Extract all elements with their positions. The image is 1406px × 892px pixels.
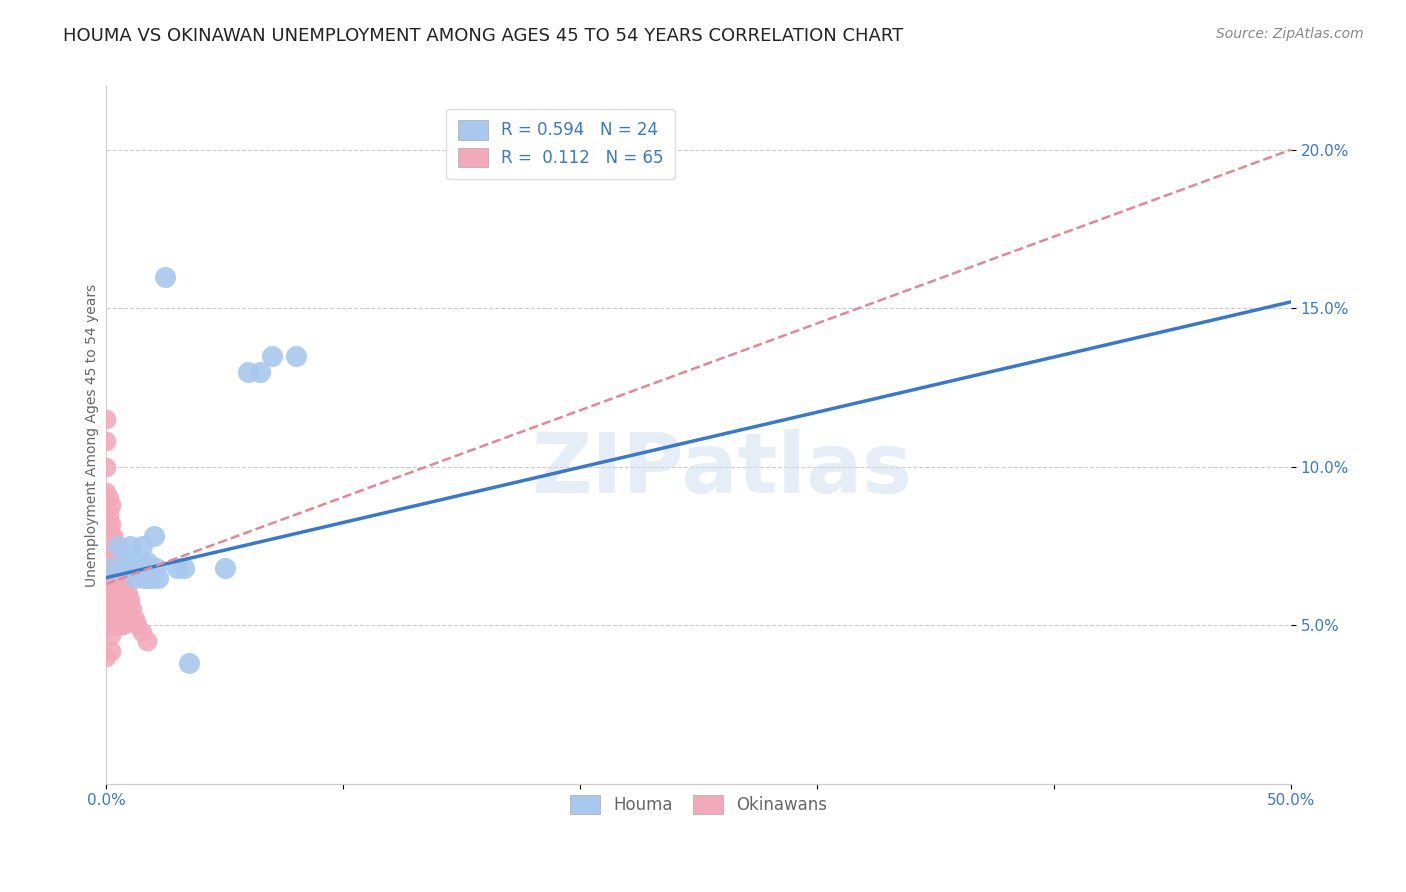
Point xyxy=(96,602,118,616)
Point xyxy=(97,571,120,585)
Point xyxy=(96,508,118,522)
Point xyxy=(238,365,260,379)
Point xyxy=(100,612,122,626)
Point xyxy=(96,529,118,543)
Point xyxy=(96,459,118,474)
Point xyxy=(100,561,122,575)
Point xyxy=(104,586,127,600)
Point xyxy=(111,618,134,632)
Point xyxy=(214,561,236,575)
Y-axis label: Unemployment Among Ages 45 to 54 years: Unemployment Among Ages 45 to 54 years xyxy=(86,284,100,587)
Point xyxy=(104,571,127,585)
Point xyxy=(135,555,157,569)
Point xyxy=(114,596,136,610)
Point xyxy=(118,539,141,553)
Point xyxy=(111,571,134,585)
Point xyxy=(110,618,132,632)
Point xyxy=(100,549,122,563)
Point xyxy=(104,602,127,616)
Point xyxy=(117,602,139,616)
Point xyxy=(155,269,177,284)
Point xyxy=(100,565,122,579)
Point xyxy=(134,571,156,585)
Point xyxy=(114,555,136,569)
Point xyxy=(96,649,118,664)
Point xyxy=(118,593,141,607)
Point xyxy=(107,580,129,594)
Point xyxy=(100,643,122,657)
Point xyxy=(118,561,141,575)
Point xyxy=(111,602,134,616)
Point xyxy=(96,549,118,563)
Point xyxy=(173,561,195,575)
Point xyxy=(121,602,143,616)
Point xyxy=(103,529,125,543)
Point xyxy=(145,561,167,575)
Point xyxy=(107,549,129,563)
Point xyxy=(110,606,132,620)
Point xyxy=(135,634,157,648)
Point xyxy=(100,498,122,512)
Point xyxy=(96,434,118,449)
Point xyxy=(104,555,127,569)
Point xyxy=(103,593,125,607)
Point xyxy=(97,508,120,522)
Point xyxy=(104,618,127,632)
Text: Source: ZipAtlas.com: Source: ZipAtlas.com xyxy=(1216,27,1364,41)
Point xyxy=(117,586,139,600)
Point xyxy=(131,539,153,553)
Point xyxy=(284,349,307,363)
Point xyxy=(118,612,141,626)
Point xyxy=(107,561,129,575)
Point xyxy=(249,365,271,379)
Point xyxy=(100,596,122,610)
Point xyxy=(97,593,120,607)
Point xyxy=(110,580,132,594)
Point xyxy=(124,571,146,585)
Point xyxy=(124,612,146,626)
Point xyxy=(179,657,201,671)
Point xyxy=(104,539,127,553)
Point xyxy=(114,612,136,626)
Point xyxy=(100,580,122,594)
Point xyxy=(97,529,120,543)
Point xyxy=(114,580,136,594)
Point xyxy=(103,549,125,563)
Point xyxy=(97,491,120,506)
Point xyxy=(110,561,132,575)
Point xyxy=(111,586,134,600)
Point xyxy=(107,596,129,610)
Point xyxy=(128,555,150,569)
Point xyxy=(96,485,118,500)
Point xyxy=(131,624,153,639)
Point xyxy=(100,628,122,642)
Point xyxy=(97,516,120,531)
Point xyxy=(141,571,163,585)
Point xyxy=(96,412,118,426)
Point xyxy=(125,618,148,632)
Point xyxy=(138,571,160,585)
Point xyxy=(110,593,132,607)
Point xyxy=(100,516,122,531)
Point xyxy=(103,580,125,594)
Point xyxy=(148,571,170,585)
Text: HOUMA VS OKINAWAN UNEMPLOYMENT AMONG AGES 45 TO 54 YEARS CORRELATION CHART: HOUMA VS OKINAWAN UNEMPLOYMENT AMONG AGE… xyxy=(63,27,904,45)
Point xyxy=(262,349,284,363)
Point xyxy=(142,529,165,543)
Point xyxy=(100,529,122,543)
Point xyxy=(97,618,120,632)
Point xyxy=(103,565,125,579)
Point xyxy=(166,561,188,575)
Legend: Houma, Okinawans: Houma, Okinawans xyxy=(560,785,837,824)
Point xyxy=(107,612,129,626)
Point xyxy=(107,539,129,553)
Text: ZIPatlas: ZIPatlas xyxy=(531,429,912,510)
Point xyxy=(97,549,120,563)
Point xyxy=(96,580,118,594)
